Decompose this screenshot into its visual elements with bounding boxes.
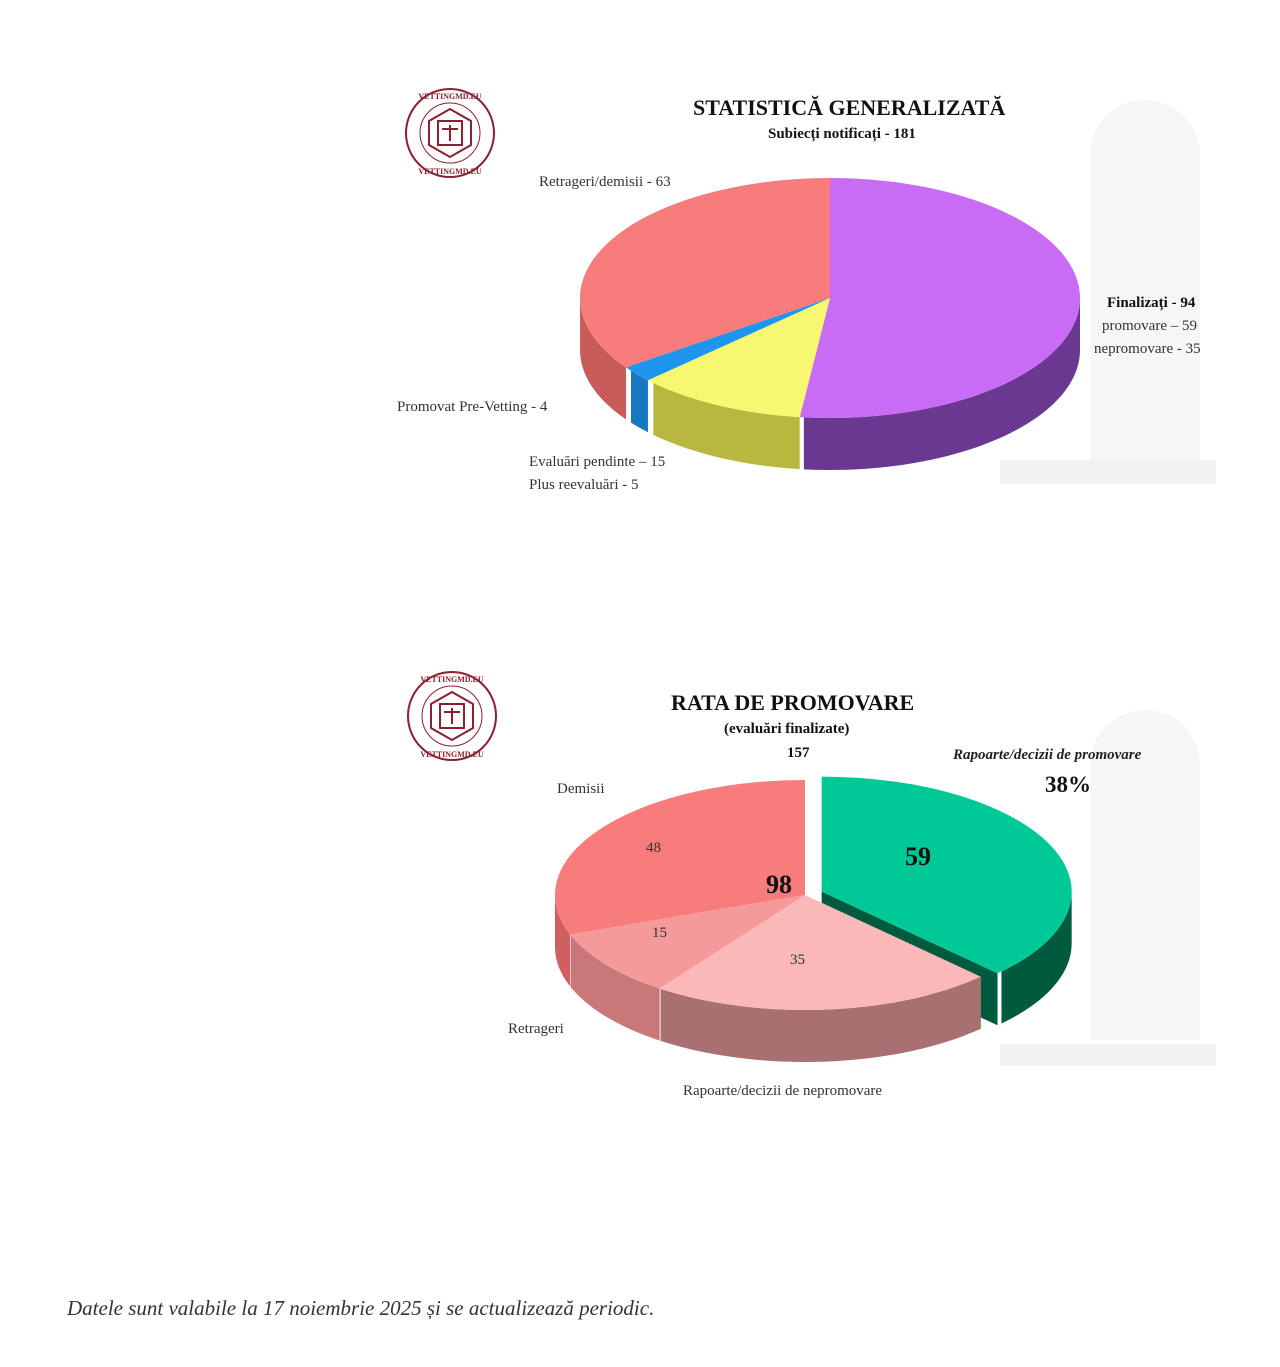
chart1-slice-side-0 (803, 298, 1080, 470)
watermark-base-1 (1000, 460, 1216, 484)
chart2-subtitle: (evaluări finalizate) (724, 721, 850, 737)
svg-text:VETTINGMD.EU: VETTINGMD.EU (418, 167, 482, 176)
logo-vettingmd-1: VETTINGMD.EU VETTINGMD.EU (405, 88, 495, 178)
svg-text:VETTINGMD.EU: VETTINGMD.EU (418, 92, 482, 101)
chart1-slice-side-2 (631, 370, 648, 433)
chart1-slice-2 (625, 298, 830, 381)
chart1-label-promovare: promovare – 59 (1102, 318, 1197, 334)
chart2-value-59: 59 (905, 842, 931, 871)
chart1-title: STATISTICĂ GENERALIZATĂ (693, 95, 1006, 120)
chart1-label-finalizati: Finalizați - 94 (1107, 295, 1196, 311)
chart2-slice-2 (570, 895, 805, 989)
chart2-slice-1 (659, 895, 981, 1011)
chart2-label-retrageri: Retrageri (508, 1021, 564, 1037)
chart2-total: 157 (787, 745, 810, 761)
chart2-slice-side-0 (1001, 891, 1072, 1024)
watermark-base-2 (1000, 1044, 1216, 1066)
chart1-label-prevetting: Promovat Pre-Vetting - 4 (397, 399, 548, 415)
chart2-title: RATA DE PROMOVARE (671, 690, 915, 715)
chart1-slice-side-1 (653, 382, 800, 470)
chart2-slice-0 (821, 776, 1072, 974)
footer-note: Datele sunt valabile la 17 noiembrie 202… (67, 1296, 655, 1320)
chart2-slice-3 (554, 780, 805, 935)
chart1-slice-1 (647, 298, 830, 418)
chart2-slice-side-2 (570, 935, 660, 1041)
chart1-subtitle: Subiecți notificați - 181 (768, 126, 916, 142)
chart1-slice-side-3 (580, 300, 626, 420)
chart2-value-98: 98 (766, 870, 792, 899)
chart2-percent-promovare: 38% (1045, 772, 1091, 797)
chart2-value-15: 15 (652, 925, 667, 941)
chart2-value-35: 35 (790, 952, 805, 968)
chart2-label-nepromovare: Rapoarte/decizii de nepromovare (683, 1083, 883, 1099)
chart1-label-pendinte: Evaluări pendinte – 15 (529, 454, 666, 470)
chart1-label-nepromovare: nepromovare - 35 (1094, 341, 1201, 357)
chart2-slice-side-3 (555, 895, 571, 987)
chart2-label-demisii: Demisii (557, 781, 605, 797)
chart1-label-retrageri: Retrageri/demisii - 63 (539, 174, 671, 190)
chart2-value-48: 48 (646, 840, 661, 856)
chart2-slice-side-1 (660, 976, 981, 1062)
chart2-label-promovare: Rapoarte/decizii de promovare (953, 747, 1142, 763)
chart1-slice-3 (580, 178, 830, 368)
svg-text:VETTINGMD.EU: VETTINGMD.EU (420, 675, 484, 684)
watermark-scale-1 (1090, 100, 1200, 460)
watermark-scale-2 (1090, 710, 1200, 1040)
chart1-slice-0 (799, 178, 1080, 418)
svg-text:VETTINGMD.EU: VETTINGMD.EU (420, 750, 484, 759)
chart1-label-reevaluari: Plus reevaluări - 5 (529, 477, 639, 493)
logo-vettingmd-2: VETTINGMD.EU VETTINGMD.EU (407, 671, 497, 761)
